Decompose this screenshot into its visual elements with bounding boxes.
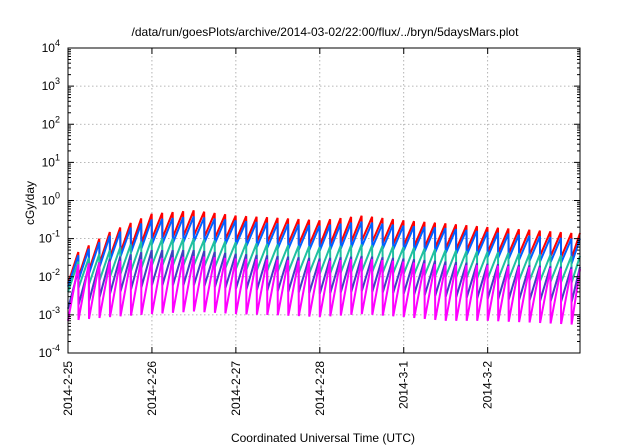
y-tick-label: 10-3 [39,305,60,322]
x-tick-labels: 2014-2-25 2014-2-26 2014-2-27 2014-2-28 2014… [61,361,495,416]
y-tick-label: 10-2 [39,267,60,284]
chart-title: /data/run/goesPlots/archive/2014-03-02/2… [132,25,520,39]
x-tick-label: 2014-2-28 [313,361,327,416]
y-tick-label: 101 [42,152,60,169]
y-tick-label: 104 [42,38,60,55]
x-tick-label: 2014-2-27 [229,361,243,416]
y-tick-label: 100 [42,191,60,208]
series-line-2 [67,238,581,293]
y-tick-label: 102 [42,114,60,131]
series-line-4 [67,255,581,325]
ticks [67,47,580,354]
y-tick-labels: 10-4 10-3 10-2 10-1 100 101 102 103 104 [39,38,60,360]
y-tick-label: 10-4 [39,343,60,360]
x-tick-label: 2014-3-2 [481,361,495,409]
x-tick-label: 2014-2-25 [61,361,75,416]
x-tick-label: 2014-3-1 [397,361,411,409]
x-tick-label: 2014-2-26 [145,361,159,416]
series-layer [67,210,581,325]
y-tick-label: 10-1 [39,229,60,246]
grid [68,48,580,353]
series-line-0 [67,210,581,284]
y-axis-title: cGy/day [23,181,37,225]
x-axis-title: Coordinated Universal Time (UTC) [231,431,415,445]
y-tick-label: 103 [42,76,60,93]
series-line-1 [67,216,581,287]
